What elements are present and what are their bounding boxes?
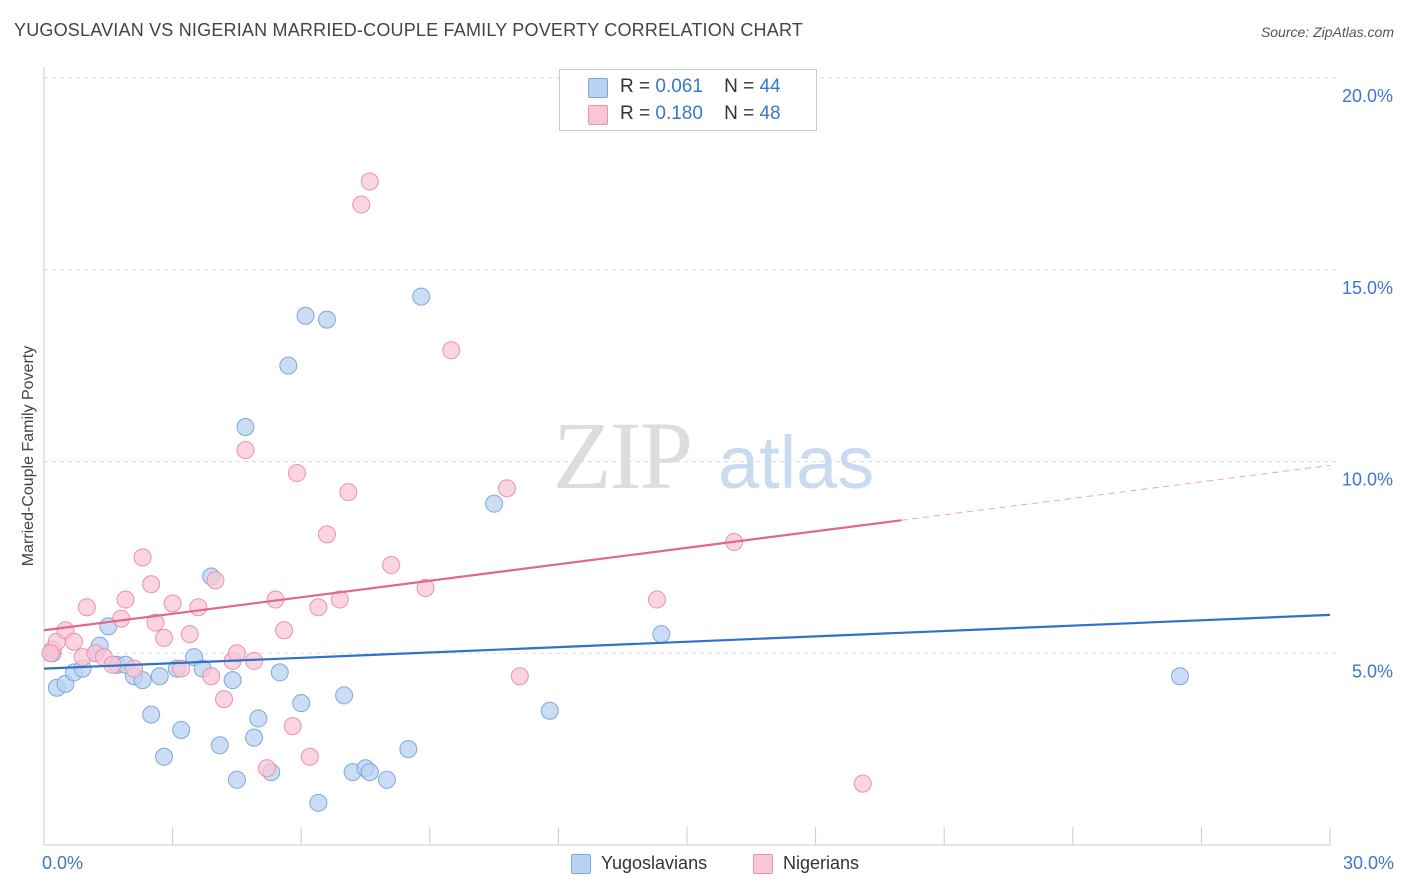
nigerian-point	[442, 341, 461, 360]
r-label: R =	[620, 103, 651, 124]
legend-text: R = 0.180 N = 48	[620, 103, 781, 125]
yugoslavian-point	[223, 671, 242, 690]
nigerian-point	[236, 440, 255, 459]
y-tick-label: 15.0%	[1342, 278, 1393, 298]
n-value: 44	[759, 76, 781, 97]
tick-label-layer: 5.0% 10.0% 15.0% 20.0% 0.0% 30.0%	[42, 86, 1394, 873]
nigerian-point	[77, 598, 96, 617]
nigerian-point	[330, 590, 349, 609]
legend-text: R = 0.061 N = 44	[620, 76, 781, 98]
yugoslavian-point	[399, 740, 418, 759]
nigerian-point	[146, 613, 165, 632]
nigerian-point	[300, 747, 319, 766]
yugoslavian-point	[245, 728, 264, 747]
n-label: N =	[724, 76, 755, 97]
n-label: N =	[724, 103, 755, 124]
nigerian-point	[189, 598, 208, 617]
stats-legend: R = 0.061 N = 44 R = 0.180 N = 48	[559, 69, 817, 131]
nigerian-point	[142, 575, 161, 594]
nigerian-point	[116, 590, 135, 609]
yugoslavian-point	[172, 720, 191, 739]
nigerian-point	[382, 556, 401, 575]
yugoslavian-point	[1170, 667, 1189, 686]
nigerian-point	[853, 774, 872, 793]
yugoslavian-point	[296, 306, 315, 325]
nigerian-point	[180, 625, 199, 644]
trend-line-dashed-nigerians	[901, 464, 1331, 521]
nigerian-point	[172, 659, 191, 678]
yugoslavian-point	[652, 625, 671, 644]
yugoslavian-point	[377, 770, 396, 789]
watermark-atlas: atlas	[718, 421, 874, 504]
nigerian-point	[202, 667, 221, 686]
nigerian-point	[163, 594, 182, 613]
yugoslavian-point	[150, 667, 169, 686]
nigerian-point	[275, 621, 294, 640]
y-tick-label: 20.0%	[1342, 86, 1393, 106]
trend-layer	[43, 464, 1331, 670]
nigerian-point	[416, 579, 435, 598]
nigerian-point	[227, 644, 246, 663]
nigerian-point	[352, 195, 371, 214]
yugoslavian-point	[270, 663, 289, 682]
y-tick-label: 5.0%	[1352, 661, 1393, 681]
y-tick-label: 10.0%	[1342, 470, 1393, 490]
x-tick-label: 30.0%	[1343, 853, 1394, 873]
nigerian-point	[283, 717, 302, 736]
grid-layer	[44, 77, 1336, 654]
r-label: R =	[620, 76, 651, 97]
yugoslavian-point	[309, 793, 328, 812]
nigerian-point	[257, 759, 276, 778]
chart-title: YUGOSLAVIAN VS NIGERIAN MARRIED-COUPLE F…	[14, 20, 804, 40]
yugoslavian-point	[540, 701, 559, 720]
yugoslavian-point	[335, 686, 354, 705]
yugoslavian-point	[279, 356, 298, 375]
trend-line-yugoslavians	[43, 613, 1331, 670]
yugoslavian-point	[210, 736, 229, 755]
yugoslavian-point	[360, 763, 379, 782]
nigerian-point	[287, 464, 306, 483]
yugoslavian-point	[249, 709, 268, 728]
yugoslavian-point	[292, 694, 311, 713]
yugoslavian-point	[236, 417, 255, 436]
nigerian-point	[155, 628, 174, 647]
yugoslavian-point	[142, 705, 161, 724]
nigerian-point	[206, 571, 225, 590]
yugoslavian-point	[317, 310, 336, 329]
legend-swatch-pink	[588, 105, 608, 125]
bottom-legend-label: Yugoslavians	[601, 853, 708, 873]
nigerian-point	[309, 598, 328, 617]
source-label: Source: ZipAtlas.com	[1260, 24, 1394, 40]
nigerian-point	[647, 590, 666, 609]
x-tick-label: 0.0%	[42, 853, 83, 873]
watermark-zip: ZIP	[553, 402, 691, 509]
bottom-legend-swatch-blue	[571, 854, 591, 874]
nigerian-point	[339, 483, 358, 502]
nigerian-point	[65, 632, 84, 651]
yugoslavian-point	[412, 287, 431, 306]
nigerian-point	[360, 172, 379, 191]
nigerian-point	[133, 548, 152, 567]
nigerian-point	[41, 644, 60, 663]
points-layer	[41, 172, 1189, 812]
watermark: ZIP atlas	[553, 402, 874, 509]
r-value: 0.061	[655, 76, 703, 97]
trend-line-nigerians	[43, 519, 902, 632]
nigerian-point	[510, 667, 529, 686]
nigerian-point	[125, 659, 144, 678]
n-value: 48	[759, 103, 781, 124]
bottom-legend-swatch-pink	[753, 854, 773, 874]
nigerian-point	[497, 479, 516, 498]
yugoslavian-point	[155, 747, 174, 766]
legend-swatch-blue	[588, 78, 608, 98]
yugoslavian-point	[485, 494, 504, 513]
axis-layer	[43, 67, 1331, 846]
yugoslavian-point	[227, 770, 246, 789]
nigerian-point	[317, 525, 336, 544]
nigerian-point	[215, 690, 234, 709]
bottom-legend-label: Nigerians	[783, 853, 860, 873]
r-value: 0.180	[655, 103, 703, 124]
